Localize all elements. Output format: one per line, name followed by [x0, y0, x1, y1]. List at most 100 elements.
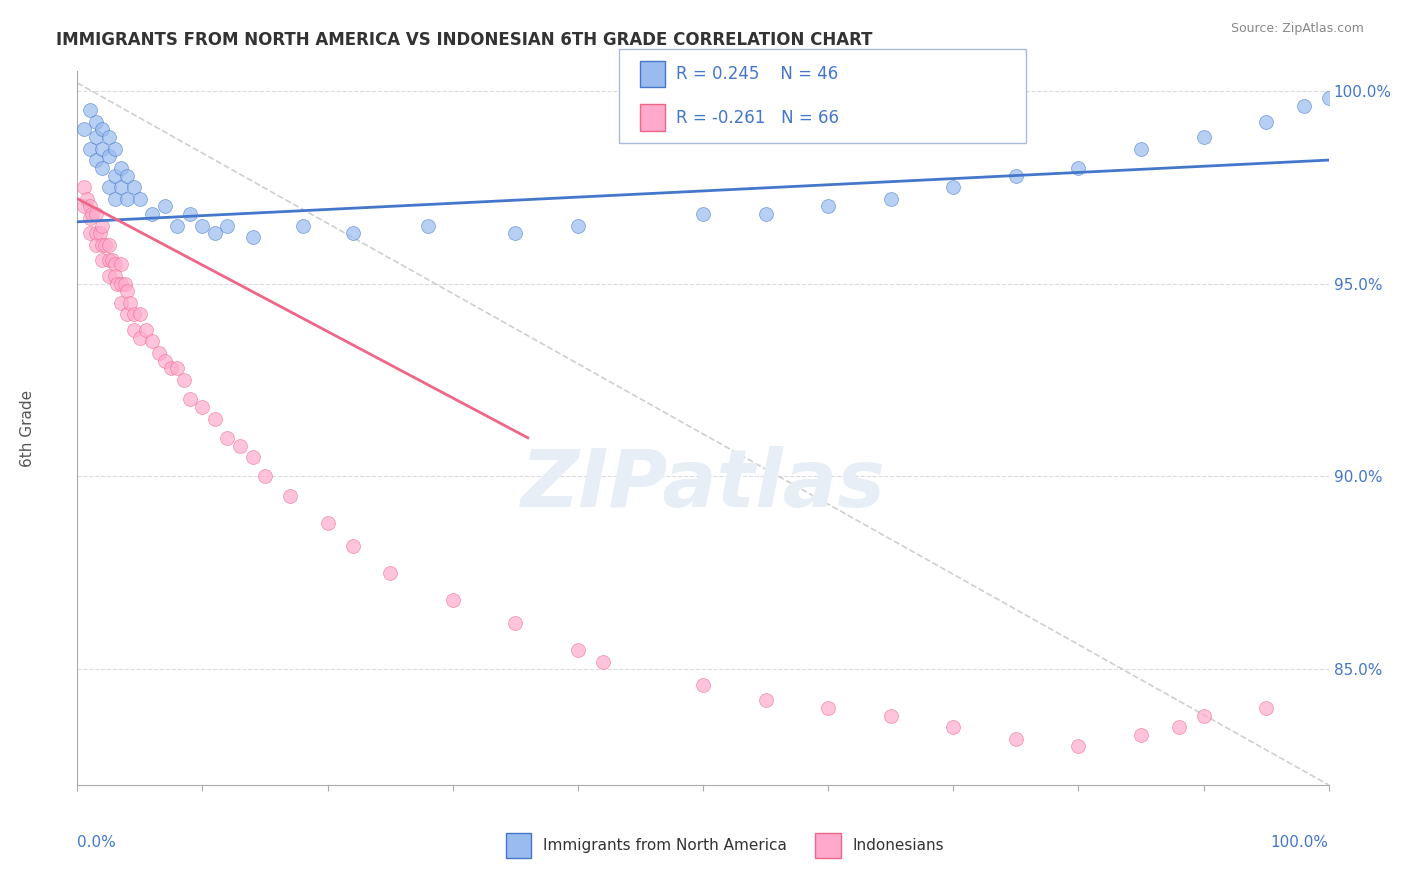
Point: [84, 227, 107, 241]
Point: [1317, 91, 1340, 105]
Point: [122, 307, 145, 321]
Point: [242, 450, 264, 464]
Point: [110, 180, 132, 194]
Point: [110, 295, 132, 310]
Point: [1067, 161, 1090, 175]
Point: [567, 219, 589, 233]
Point: [942, 720, 965, 734]
Point: [880, 708, 903, 723]
Point: [82, 207, 104, 221]
Point: [380, 566, 402, 580]
Point: [153, 353, 176, 368]
Point: [229, 438, 252, 452]
Point: [191, 400, 214, 414]
Point: [316, 516, 339, 530]
Point: [166, 361, 188, 376]
Text: Immigrants from North America: Immigrants from North America: [543, 838, 786, 853]
Point: [291, 219, 314, 233]
Point: [160, 361, 183, 376]
Point: [72, 199, 94, 213]
Text: 100.0%: 100.0%: [1271, 835, 1329, 850]
Point: [97, 268, 120, 283]
Point: [114, 277, 136, 291]
Point: [505, 227, 527, 241]
Point: [179, 207, 201, 221]
Point: [76, 192, 98, 206]
Point: [97, 149, 120, 163]
Point: [97, 238, 120, 252]
Point: [1256, 114, 1278, 128]
Point: [1192, 708, 1215, 723]
Point: [254, 469, 277, 483]
Point: [79, 227, 101, 241]
Point: [817, 199, 839, 213]
Point: [91, 219, 114, 233]
Point: [692, 678, 714, 692]
Point: [217, 219, 239, 233]
Point: [1005, 169, 1028, 183]
Point: [122, 180, 145, 194]
Point: [880, 192, 903, 206]
Point: [342, 539, 364, 553]
Point: [117, 169, 139, 183]
Point: [755, 693, 778, 707]
Point: [1130, 141, 1153, 155]
Point: [84, 130, 107, 145]
Point: [117, 307, 139, 321]
Point: [91, 238, 114, 252]
Point: [79, 103, 101, 117]
Point: [942, 180, 965, 194]
Point: [567, 643, 589, 657]
Point: [104, 268, 127, 283]
Point: [97, 180, 120, 194]
Text: IMMIGRANTS FROM NORTH AMERICA VS INDONESIAN 6TH GRADE CORRELATION CHART: IMMIGRANTS FROM NORTH AMERICA VS INDONES…: [56, 31, 873, 49]
Point: [173, 373, 195, 387]
Point: [97, 253, 120, 268]
Point: [141, 207, 163, 221]
Point: [817, 701, 839, 715]
Point: [91, 141, 114, 155]
Point: [1167, 720, 1189, 734]
Point: [129, 330, 152, 344]
Point: [129, 192, 152, 206]
Text: Indonesians: Indonesians: [852, 838, 943, 853]
Text: ZIPatlas: ZIPatlas: [520, 446, 886, 524]
Point: [1192, 130, 1215, 145]
Point: [72, 122, 94, 136]
Point: [755, 207, 778, 221]
Point: [104, 192, 127, 206]
Point: [105, 277, 128, 291]
Point: [148, 346, 170, 360]
Point: [110, 277, 132, 291]
Point: [217, 431, 239, 445]
Point: [89, 227, 111, 241]
Point: [104, 169, 127, 183]
Point: [79, 211, 101, 225]
Point: [278, 489, 301, 503]
Point: [1292, 99, 1315, 113]
Point: [84, 238, 107, 252]
Point: [118, 295, 141, 310]
Point: [1130, 728, 1153, 742]
Point: [110, 161, 132, 175]
Point: [204, 411, 226, 425]
Point: [110, 257, 132, 271]
Point: [1005, 731, 1028, 746]
Point: [505, 615, 527, 630]
Point: [242, 230, 264, 244]
Point: [79, 199, 101, 213]
Point: [1256, 701, 1278, 715]
Point: [97, 130, 120, 145]
Point: [135, 323, 157, 337]
Point: [104, 257, 127, 271]
Point: [166, 219, 188, 233]
Point: [94, 238, 117, 252]
Point: [117, 192, 139, 206]
Point: [122, 323, 145, 337]
Text: R = 0.245    N = 46: R = 0.245 N = 46: [676, 65, 838, 83]
Point: [191, 219, 214, 233]
Text: 6th Grade: 6th Grade: [20, 390, 35, 467]
Point: [592, 655, 614, 669]
Point: [342, 227, 364, 241]
Point: [84, 153, 107, 167]
